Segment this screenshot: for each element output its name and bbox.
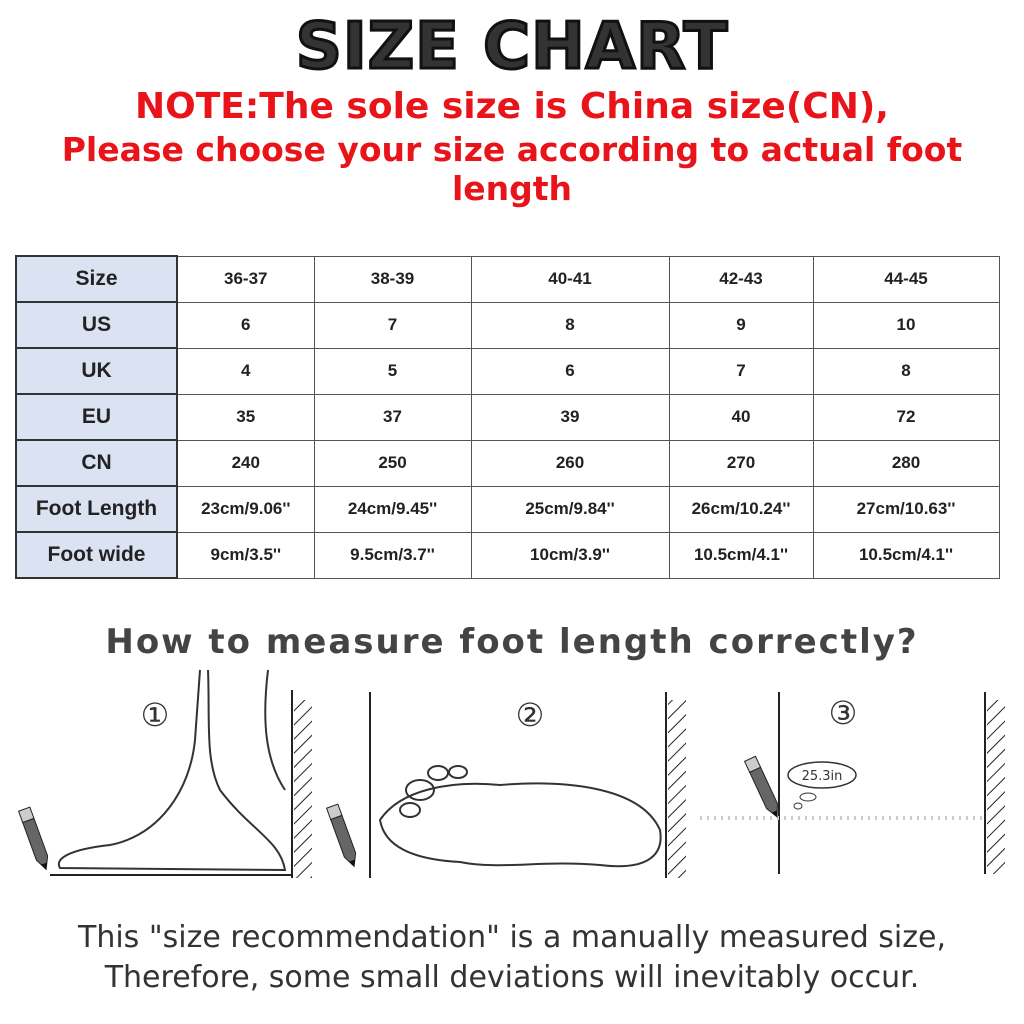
table-cell: 24cm/9.45''	[313, 485, 472, 533]
table-cell: 44-45	[812, 255, 1000, 303]
row-header: US	[15, 301, 178, 349]
table-cell: 38-39	[313, 255, 472, 303]
table-cell: 72	[812, 393, 1000, 441]
step-3-number: ③	[829, 695, 858, 731]
row-header: Size	[15, 255, 178, 303]
measure-illustration: ① ② 25.3in ③	[18, 669, 1005, 878]
table-cell: 10.5cm/4.1''	[812, 531, 1000, 579]
row-header: Foot Length	[15, 485, 178, 533]
howto-title: How to measure foot length correctly?	[105, 622, 919, 662]
footer-line-2: Therefore, some small deviations will in…	[104, 960, 920, 995]
step-1-number: ①	[141, 697, 170, 733]
table-row: Foot wide 9cm/3.5'' 9.5cm/3.7'' 10cm/3.9'' 1…	[15, 531, 1000, 579]
table-cell: 6	[470, 347, 670, 395]
table-cell: 9.5cm/3.7''	[313, 531, 472, 579]
table-row: Size 36-37 38-39 40-41 42-43 44-45	[15, 255, 1000, 303]
table-cell: 4	[176, 347, 315, 395]
table-row: CN 240 250 260 270 280	[15, 439, 1000, 487]
table-cell: 9	[668, 301, 814, 349]
table-cell: 10.5cm/4.1''	[668, 531, 814, 579]
table-row: EU 35 37 39 40 72	[15, 393, 1000, 441]
row-header: CN	[15, 439, 178, 487]
row-header: Foot wide	[15, 531, 178, 579]
table-cell: 270	[668, 439, 814, 487]
table-cell: 8	[470, 301, 670, 349]
table-cell: 7	[313, 301, 472, 349]
table-cell: 10cm/3.9''	[470, 531, 670, 579]
table-row: US 6 7 8 9 10	[15, 301, 1000, 349]
measurement-bubble: 25.3in	[802, 769, 843, 784]
table-cell: 36-37	[176, 255, 315, 303]
table-cell: 27cm/10.63''	[812, 485, 1000, 533]
table-cell: 37	[313, 393, 472, 441]
step-3-panel: 25.3in ③	[700, 692, 1005, 874]
table-cell: 280	[812, 439, 1000, 487]
table-row: UK 4 5 6 7 8	[15, 347, 1000, 395]
note-line-1: NOTE:The sole size is China size(CN),	[135, 86, 889, 127]
table-cell: 9cm/3.5''	[176, 531, 315, 579]
step-1-panel: ①	[18, 669, 312, 878]
table-cell: 35	[176, 393, 315, 441]
table-cell: 240	[176, 439, 315, 487]
table-cell: 8	[812, 347, 1000, 395]
table-cell: 40-41	[470, 255, 670, 303]
row-header: EU	[15, 393, 178, 441]
table-row: Foot Length 23cm/9.06'' 24cm/9.45'' 25cm/9.…	[15, 485, 1000, 533]
table-cell: 260	[470, 439, 670, 487]
step-2-panel: ②	[326, 692, 686, 878]
table-cell: 40	[668, 393, 814, 441]
step-2-number: ②	[516, 697, 545, 733]
table-cell: 26cm/10.24''	[668, 485, 814, 533]
table-cell: 7	[668, 347, 814, 395]
page-title: SIZE CHART	[294, 10, 729, 84]
table-cell: 5	[313, 347, 472, 395]
table-cell: 25cm/9.84''	[470, 485, 670, 533]
note-line-2: Please choose your size according to act…	[61, 130, 963, 208]
table-cell: 23cm/9.06''	[176, 485, 315, 533]
footer-line-1: This "size recommendation" is a manually…	[78, 920, 946, 955]
size-table: Size 36-37 38-39 40-41 42-43 44-45 US 6 7 8 9 10 UK 4…	[15, 255, 1000, 579]
table-cell: 250	[313, 439, 472, 487]
row-header: UK	[15, 347, 178, 395]
table-cell: 6	[176, 301, 315, 349]
table-cell: 10	[812, 301, 1000, 349]
table-cell: 42-43	[668, 255, 814, 303]
table-cell: 39	[470, 393, 670, 441]
